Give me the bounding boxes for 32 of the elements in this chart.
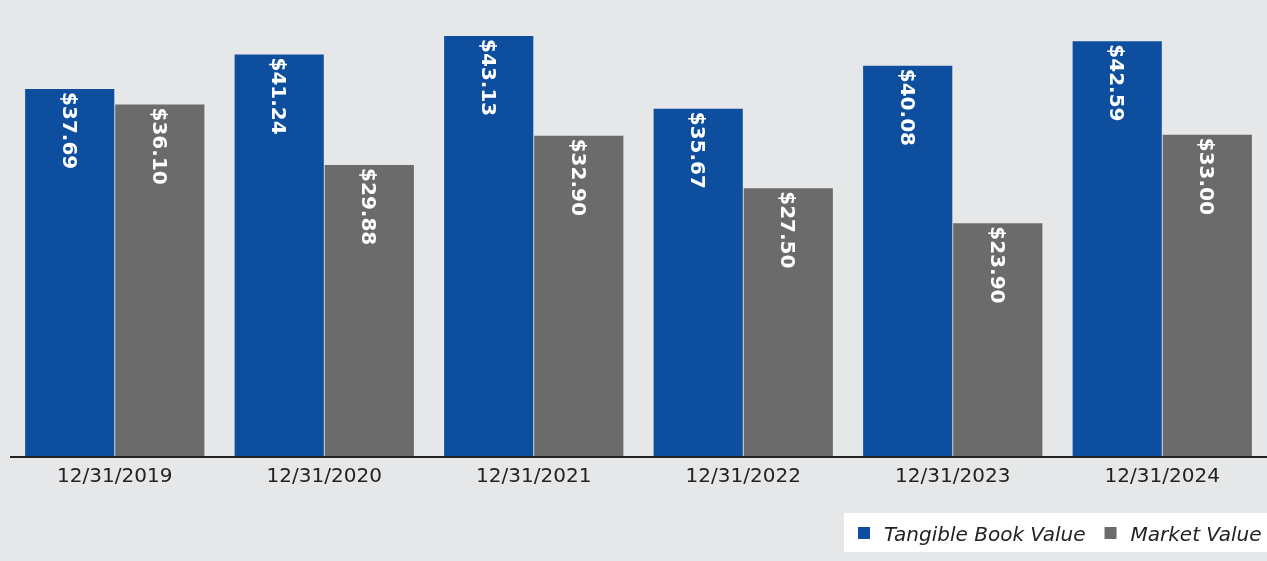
- x-tick-label: 12/31/2024: [1104, 463, 1220, 487]
- bar: [25, 89, 115, 456]
- bar: [863, 65, 953, 456]
- data-label: $27.50: [776, 191, 801, 269]
- data-label: $41.24: [267, 57, 292, 135]
- bar: [1072, 41, 1162, 456]
- bar: [234, 54, 324, 456]
- data-label: $40.08: [895, 68, 920, 146]
- x-tick-label: 12/31/2020: [266, 463, 382, 487]
- legend-label: Market Value: [1130, 521, 1262, 546]
- bar: [743, 188, 833, 456]
- legend-label: Tangible Book Value: [884, 521, 1086, 546]
- bar: [444, 36, 534, 456]
- x-tick-label: 12/31/2022: [685, 463, 801, 487]
- data-label: $42.59: [1105, 44, 1130, 122]
- x-tick-label: 12/31/2023: [895, 463, 1011, 487]
- data-label: $35.67: [686, 111, 711, 189]
- data-label: $29.88: [357, 168, 382, 246]
- data-label: $23.90: [985, 226, 1010, 304]
- data-label: $33.00: [1195, 137, 1220, 215]
- bar: [115, 104, 205, 456]
- bar: [653, 108, 743, 456]
- data-label: $32.90: [566, 138, 591, 216]
- bar: [324, 165, 414, 456]
- x-tick-label: 12/31/2019: [57, 463, 173, 487]
- bar: [953, 223, 1043, 456]
- data-label: $37.69: [57, 92, 82, 170]
- bar: [534, 135, 624, 456]
- x-tick-label: 12/31/2021: [476, 463, 592, 487]
- data-label: $36.10: [147, 107, 172, 185]
- bar: [1162, 134, 1252, 456]
- data-label: $43.13: [476, 39, 501, 117]
